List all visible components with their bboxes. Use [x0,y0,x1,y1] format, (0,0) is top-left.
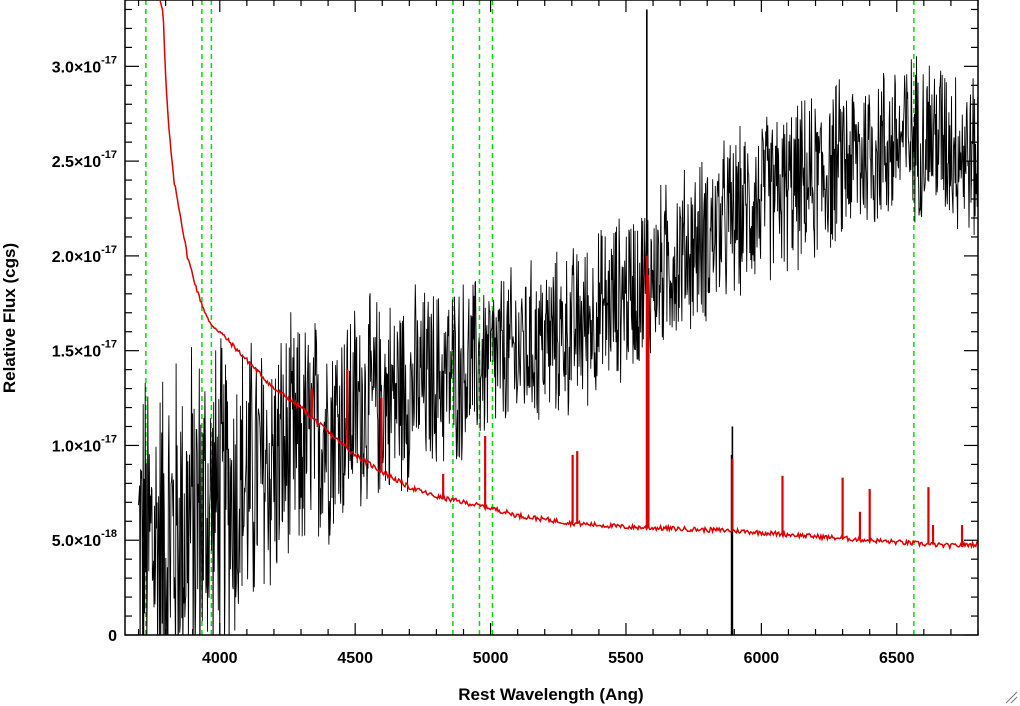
y-tick-label: 5.0×10-18 [52,528,117,550]
resize-grip-icon[interactable] [1004,690,1018,704]
x-tick-label: 5000 [473,650,509,667]
y-axis-title: Relative Flux (cgs) [0,243,19,393]
y-axis: 0 5.0×10-18 1.0×10-17 1.5×10-17 2.0×10-17 2.5… [52,8,978,645]
plot-frame [124,0,979,636]
x-tick-label: 4000 [202,650,238,667]
x-tick-label: 6000 [744,650,780,667]
y-tick-label: 3.0×10-17 [52,54,117,76]
x-tick-label: 4500 [337,650,373,667]
y-tick-label: 1.5×10-17 [52,339,117,361]
x-axis: 4000 4500 5000 5500 6000 6500 [137,0,979,667]
x-axis-title: Rest Wavelength (Ang) [458,685,643,704]
y-tick-label: 0 [108,628,117,645]
x-tick-label: 6500 [879,650,915,667]
y-tick-label: 1.0×10-17 [52,433,117,455]
series-model-spectrum [159,0,978,551]
observed-spectrum-line [138,56,978,635]
y-tick-label: 2.0×10-17 [52,244,117,266]
x-tick-label: 5500 [608,650,644,667]
series-observed-spectrum [138,9,978,635]
y-tick-label: 2.5×10-17 [52,149,117,171]
